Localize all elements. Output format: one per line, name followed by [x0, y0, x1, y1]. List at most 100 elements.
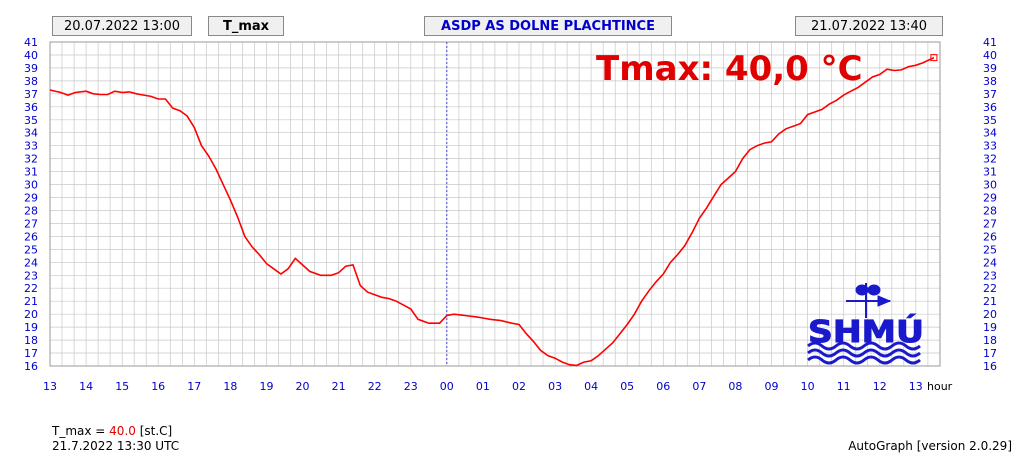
x-tick-label: 10 — [801, 380, 815, 393]
y-tick-label-left: 26 — [24, 230, 38, 243]
chart-grid — [49, 41, 941, 367]
y-tick-label-right: 20 — [983, 308, 997, 321]
y-tick-label-left: 41 — [24, 36, 38, 49]
y-tick-label-left: 20 — [24, 308, 38, 321]
y-tick-label-left: 16 — [24, 360, 38, 373]
parameter-box: T_max — [208, 16, 284, 36]
y-tick-label-left: 37 — [24, 88, 38, 101]
x-tick-label: 00 — [440, 380, 454, 393]
x-tick-label: 12 — [873, 380, 887, 393]
y-tick-label-left: 22 — [24, 282, 38, 295]
series-end-marker — [930, 54, 938, 62]
x-tick-label: 04 — [584, 380, 598, 393]
y-tick-label-left: 21 — [24, 295, 38, 308]
y-tick-label-right: 37 — [983, 88, 997, 101]
x-tick-label: 21 — [332, 380, 346, 393]
y-axis-right: 1617181920212223242526272829303132333435… — [983, 36, 997, 373]
y-tick-label-left: 23 — [24, 269, 38, 282]
x-tick-label: 15 — [115, 380, 129, 393]
y-tick-label-right: 39 — [983, 62, 997, 75]
y-tick-label-right: 18 — [983, 334, 997, 347]
x-axis: 13 14 15 16 17 18 19 20 21 22 23 00 01 02 03 04 05 06 07 08… — [43, 380, 923, 393]
footer-value-label: T_max = — [52, 424, 110, 438]
y-tick-label-left: 24 — [24, 256, 38, 269]
x-tick-label: 01 — [476, 380, 490, 393]
y-tick-label-left: 35 — [24, 114, 38, 127]
y-tick-label-left: 39 — [24, 62, 38, 75]
x-tick-label: 11 — [837, 380, 851, 393]
x-tick-label: 02 — [512, 380, 526, 393]
tmax-overlay-title: Tmax: 40,0 °C — [596, 49, 863, 89]
y-tick-label-left: 34 — [24, 127, 38, 140]
x-tick-label: 20 — [296, 380, 310, 393]
y-tick-label-right: 32 — [983, 153, 997, 166]
x-tick-label: 18 — [223, 380, 237, 393]
y-tick-label-left: 25 — [24, 243, 38, 256]
footer-value-unit: [st.C] — [135, 424, 173, 438]
footer-version: AutoGraph [version 2.0.29] — [848, 439, 1012, 453]
y-tick-label-left: 36 — [24, 101, 38, 114]
y-tick-label-right: 29 — [983, 192, 997, 205]
x-tick-label: 13 — [43, 380, 57, 393]
y-tick-label-right: 31 — [983, 166, 997, 179]
y-tick-label-left: 33 — [24, 140, 38, 153]
x-tick-label: 16 — [151, 380, 165, 393]
y-tick-label-left: 17 — [24, 347, 38, 360]
y-tick-label-right: 33 — [983, 140, 997, 153]
x-tick-label: 22 — [368, 380, 382, 393]
y-tick-label-right: 30 — [983, 179, 997, 192]
station-box: ASDP AS DOLNE PLACHTINCE — [424, 16, 672, 36]
y-tick-label-right: 21 — [983, 295, 997, 308]
y-tick-label-left: 18 — [24, 334, 38, 347]
y-tick-label-right: 27 — [983, 217, 997, 230]
x-axis-label: hour — [927, 380, 953, 393]
x-tick-label: 23 — [404, 380, 418, 393]
y-tick-label-right: 36 — [983, 101, 997, 114]
y-tick-label-left: 30 — [24, 179, 38, 192]
y-tick-label-left: 31 — [24, 166, 38, 179]
y-tick-label-right: 34 — [983, 127, 997, 140]
x-tick-label: 08 — [728, 380, 742, 393]
y-tick-label-left: 29 — [24, 192, 38, 205]
waves-icon — [807, 341, 921, 365]
y-tick-label-left: 28 — [24, 205, 38, 218]
x-tick-label: 13 — [909, 380, 923, 393]
y-tick-label-right: 24 — [983, 256, 997, 269]
y-tick-label-right: 25 — [983, 243, 997, 256]
x-tick-label: 05 — [620, 380, 634, 393]
x-tick-label: 14 — [79, 380, 93, 393]
x-tick-label: 06 — [656, 380, 670, 393]
x-tick-label: 19 — [260, 380, 274, 393]
series-line-tmax — [49, 56, 935, 367]
footer-value-number: 40.0 — [109, 424, 136, 438]
y-tick-label-left: 19 — [24, 321, 38, 334]
y-tick-label-right: 26 — [983, 230, 997, 243]
x-tick-label: 09 — [765, 380, 779, 393]
y-tick-label-left: 27 — [24, 217, 38, 230]
y-tick-label-right: 19 — [983, 321, 997, 334]
y-tick-label-right: 17 — [983, 347, 997, 360]
footer-value: T_max = 40.0 [st.C] — [52, 424, 172, 438]
weather-vane-icon — [846, 283, 892, 318]
y-tick-label-left: 40 — [24, 49, 38, 62]
shmu-logo: SHMÚ — [807, 283, 925, 365]
end-time-box: 21.07.2022 13:40 — [795, 16, 943, 36]
plot-frame — [49, 41, 941, 367]
y-axis-left: 1617181920212223242526272829303132333435… — [24, 36, 38, 373]
y-tick-label-right: 40 — [983, 49, 997, 62]
y-tick-label-right: 28 — [983, 205, 997, 218]
x-tick-label: 07 — [692, 380, 706, 393]
y-tick-label-left: 32 — [24, 153, 38, 166]
y-tick-label-right: 16 — [983, 360, 997, 373]
x-tick-label: 03 — [548, 380, 562, 393]
y-tick-label-right: 35 — [983, 114, 997, 127]
y-tick-label-right: 38 — [983, 75, 997, 88]
y-tick-label-left: 38 — [24, 75, 38, 88]
x-tick-label: 17 — [187, 380, 201, 393]
y-tick-label-right: 22 — [983, 282, 997, 295]
y-tick-label-right: 23 — [983, 269, 997, 282]
footer-timestamp: 21.7.2022 13:30 UTC — [52, 439, 180, 453]
start-time-box: 20.07.2022 13:00 — [52, 16, 192, 36]
y-tick-label-right: 41 — [983, 36, 997, 49]
